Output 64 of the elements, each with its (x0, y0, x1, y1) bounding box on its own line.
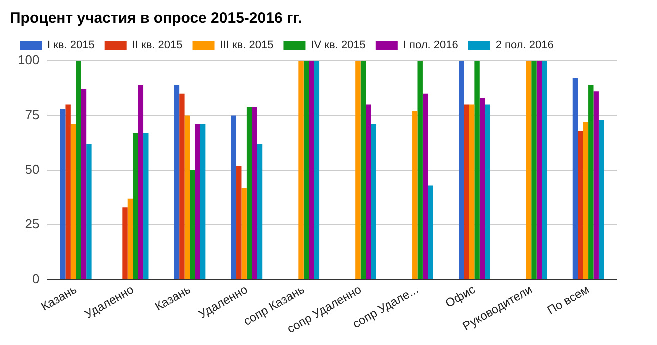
y-tick-label: 75 (25, 107, 40, 122)
bar (200, 124, 206, 280)
bar (257, 144, 263, 280)
bar (412, 111, 418, 280)
legend-label: IV кв. 2015 (311, 40, 366, 52)
bar (542, 61, 548, 280)
bar (60, 109, 66, 280)
bar (195, 124, 200, 280)
bar (144, 133, 149, 280)
legend-label: II кв. 2015 (132, 40, 183, 52)
bar (122, 208, 128, 280)
bar (184, 116, 190, 280)
legend-label: I пол. 2016 (403, 40, 458, 52)
bar (246, 106, 252, 280)
bar (598, 120, 604, 280)
legend-label: 2 пол. 2016 (496, 40, 554, 52)
bar (474, 61, 480, 280)
bar (236, 166, 242, 280)
bar (309, 61, 314, 280)
bar (70, 124, 76, 280)
bar (66, 104, 71, 280)
bar (371, 124, 376, 280)
bar (174, 85, 180, 280)
bar (138, 85, 144, 280)
bar (190, 170, 196, 280)
legend-label: I кв. 2015 (48, 40, 95, 52)
bar (242, 188, 247, 280)
bar (422, 94, 428, 280)
bar (536, 61, 542, 280)
bar (314, 61, 320, 280)
bar (578, 131, 584, 280)
bar (81, 89, 87, 280)
bar (366, 104, 372, 280)
bar (252, 106, 258, 280)
legend-label: III кв. 2015 (220, 40, 274, 52)
bar (594, 92, 599, 280)
bar (356, 61, 361, 280)
bar (76, 61, 82, 280)
bar (583, 122, 589, 280)
bar (532, 61, 537, 280)
bar (418, 61, 423, 280)
bar (464, 104, 470, 280)
y-tick-label: 50 (25, 162, 40, 178)
bar (480, 98, 486, 280)
bar (469, 104, 475, 280)
bar (298, 61, 304, 280)
y-tick-label: 0 (32, 271, 40, 286)
y-tick-label: 25 (25, 216, 40, 232)
bar (588, 85, 594, 280)
bar (526, 61, 532, 280)
bar (304, 61, 310, 280)
bar (360, 61, 366, 280)
y-tick-label: 100 (18, 52, 40, 68)
bar (86, 144, 92, 280)
chart-title: Процент участия в опросе 2015-2016 гг. (10, 10, 302, 28)
bar (485, 104, 490, 280)
bar (133, 133, 138, 280)
bar (231, 116, 237, 280)
bar (180, 94, 185, 280)
x-tick-label: По всем (545, 282, 592, 318)
bar (572, 78, 578, 280)
bar (128, 198, 134, 280)
bar (459, 61, 464, 280)
bar (428, 186, 434, 280)
